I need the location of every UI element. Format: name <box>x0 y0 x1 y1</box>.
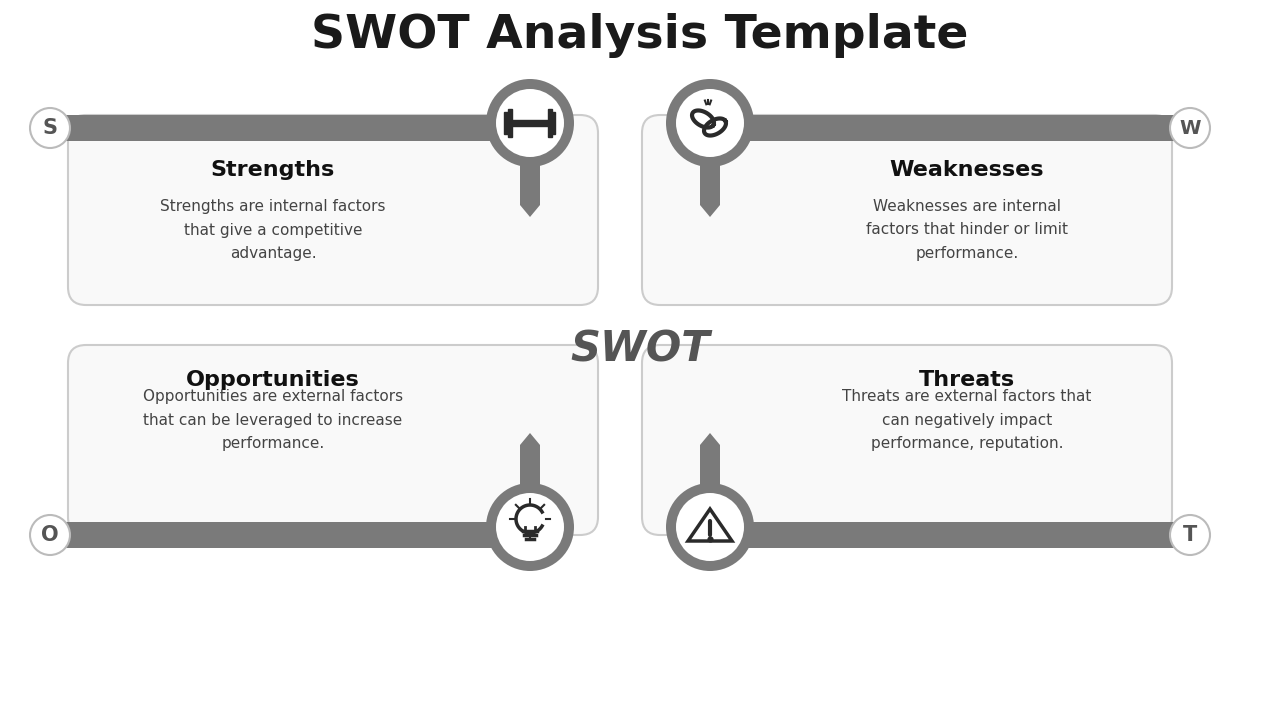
Text: Opportunities: Opportunities <box>186 370 360 390</box>
Circle shape <box>666 483 754 571</box>
Text: Opportunities are external factors
that can be leveraged to increase
performance: Opportunities are external factors that … <box>143 389 403 451</box>
Circle shape <box>676 89 744 157</box>
Polygon shape <box>700 161 719 217</box>
Text: SWOT: SWOT <box>570 329 710 371</box>
Circle shape <box>486 483 573 571</box>
Text: W: W <box>1179 119 1201 138</box>
Text: SWOT Analysis Template: SWOT Analysis Template <box>311 12 969 58</box>
Circle shape <box>497 89 564 157</box>
Text: Strengths are internal factors
that give a competitive
advantage.: Strengths are internal factors that give… <box>160 199 385 261</box>
Polygon shape <box>700 433 719 489</box>
FancyBboxPatch shape <box>710 522 1190 548</box>
Bar <box>548 109 552 137</box>
FancyBboxPatch shape <box>643 115 1172 305</box>
Text: Threats are external factors that
can negatively impact
performance, reputation.: Threats are external factors that can ne… <box>842 389 1092 451</box>
Text: Strengths: Strengths <box>211 160 335 180</box>
Text: Weaknesses: Weaknesses <box>890 160 1044 180</box>
Text: Weaknesses are internal
factors that hinder or limit
performance.: Weaknesses are internal factors that hin… <box>867 199 1068 261</box>
FancyBboxPatch shape <box>68 345 598 535</box>
Text: O: O <box>41 525 59 545</box>
Bar <box>509 120 550 126</box>
Polygon shape <box>520 161 540 217</box>
Circle shape <box>497 493 564 561</box>
FancyBboxPatch shape <box>50 115 530 141</box>
Circle shape <box>676 493 744 561</box>
FancyBboxPatch shape <box>643 345 1172 535</box>
Circle shape <box>486 79 573 167</box>
Circle shape <box>666 79 754 167</box>
Circle shape <box>29 515 70 555</box>
Text: T: T <box>1183 525 1197 545</box>
Bar <box>508 109 512 137</box>
Bar <box>504 112 509 134</box>
Bar <box>550 112 556 134</box>
FancyBboxPatch shape <box>68 115 598 305</box>
FancyBboxPatch shape <box>710 115 1190 141</box>
Text: Threats: Threats <box>919 370 1015 390</box>
Polygon shape <box>520 433 540 489</box>
Circle shape <box>29 108 70 148</box>
FancyBboxPatch shape <box>50 522 530 548</box>
Circle shape <box>1170 515 1210 555</box>
Text: S: S <box>42 118 58 138</box>
Circle shape <box>1170 108 1210 148</box>
